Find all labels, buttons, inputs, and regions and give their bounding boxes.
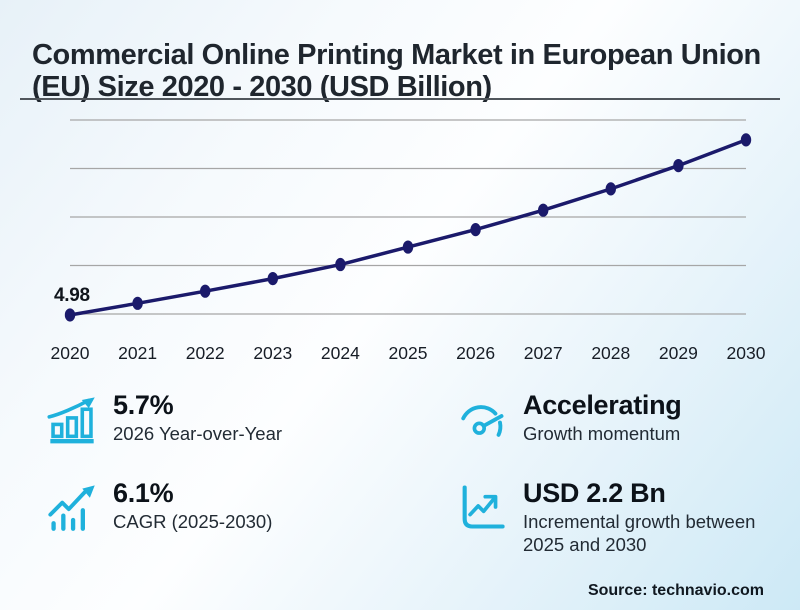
- x-axis-label: 2026: [456, 343, 496, 363]
- data-point-marker: [538, 203, 549, 217]
- bar-chart-growth-icon: [46, 393, 98, 445]
- data-point-marker: [402, 240, 414, 254]
- data-point-marker: [132, 296, 143, 310]
- stat-value: Accelerating: [523, 390, 682, 420]
- x-axis-label: 2023: [253, 343, 293, 363]
- data-point-marker: [335, 257, 346, 272]
- x-axis-label: 2024: [320, 343, 360, 363]
- stat-value: 6.1%: [113, 477, 174, 508]
- trend-bars-icon: [46, 481, 98, 533]
- trend-line: [69, 138, 747, 317]
- title-divider: [20, 98, 780, 100]
- stat-label: Incremental growth between 2025 and 2030: [523, 511, 756, 555]
- stats-grid: 5.7% 2026 Year-over-Year Accelerating Gr…: [46, 391, 780, 556]
- stat-text: Accelerating Growth momentum: [523, 390, 682, 446]
- x-axis-label: 2027: [523, 343, 563, 363]
- stat-label: CAGR (2025-2030): [113, 511, 273, 533]
- market-size-line-chart: 4.98 2020 2021 2022 2023 2024 2025 2026 2027 202…: [50, 119, 766, 363]
- stat-text: USD 2.2 Bn Incremental growth between 20…: [523, 479, 763, 556]
- stat-incremental: USD 2.2 Bn Incremental growth between 20…: [456, 479, 780, 556]
- x-axis-label: 2029: [658, 343, 698, 363]
- stat-momentum: Accelerating Growth momentum: [456, 391, 780, 446]
- x-axis-label: 2025: [388, 343, 428, 363]
- source-credit: Source: technavio.com: [587, 582, 764, 599]
- x-axis-label: 2030: [726, 343, 766, 363]
- data-point-marker: [267, 271, 278, 286]
- stat-yoy: 5.7% 2026 Year-over-Year: [46, 391, 456, 446]
- first-point-data-label: 4.98: [54, 285, 90, 306]
- stat-value: 5.7%: [113, 390, 174, 420]
- x-axis-label: 2028: [591, 343, 631, 363]
- stat-text: 5.7% 2026 Year-over-Year: [113, 391, 282, 446]
- stat-value: USD 2.2 Bn: [523, 477, 666, 508]
- stat-label: Growth momentum: [523, 423, 681, 445]
- data-point-marker: [740, 133, 752, 147]
- data-point-marker: [470, 223, 481, 237]
- gauge-icon: [456, 393, 508, 445]
- chart-box-icon: [456, 481, 508, 533]
- page-title: Commercial Online Printing Market in Eur…: [32, 39, 761, 104]
- x-axis-label: 2022: [185, 343, 225, 363]
- data-point-marker: [200, 284, 211, 298]
- stat-label: 2026 Year-over-Year: [113, 423, 283, 445]
- stat-text: 6.1% CAGR (2025-2030): [113, 479, 272, 534]
- data-point-marker: [673, 158, 684, 173]
- x-axis-label: 2020: [50, 343, 90, 363]
- stat-cagr: 6.1% CAGR (2025-2030): [46, 479, 456, 556]
- data-point-marker: [64, 308, 76, 322]
- line-chart-canvas: [64, 119, 752, 322]
- x-axis-label: 2021: [118, 343, 158, 363]
- data-point-marker: [605, 182, 616, 196]
